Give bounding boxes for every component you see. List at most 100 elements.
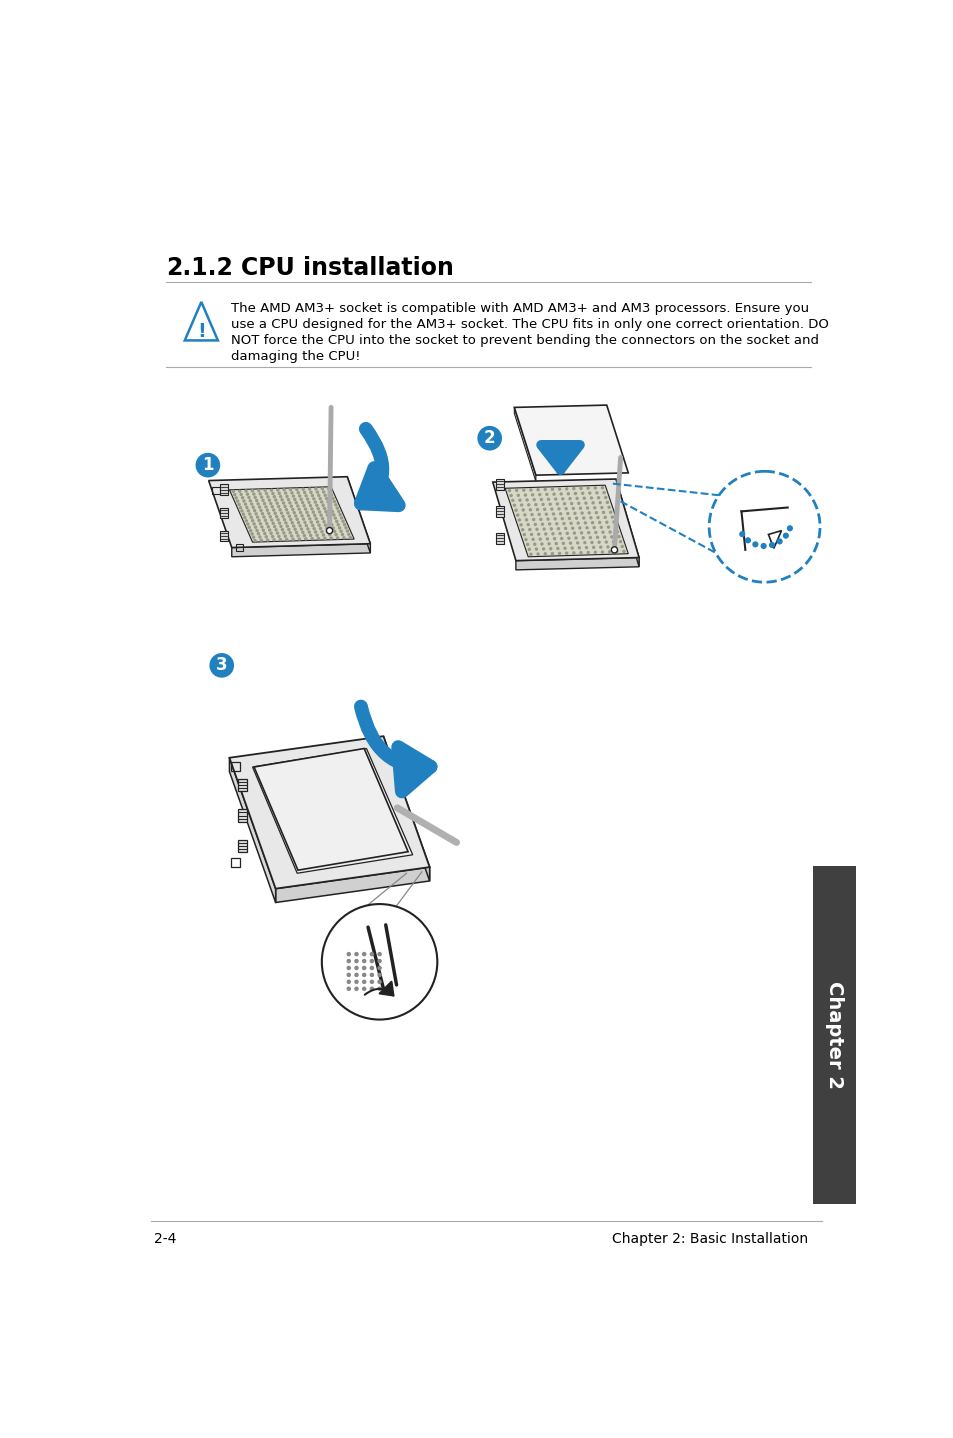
Circle shape: [620, 545, 622, 548]
Polygon shape: [275, 867, 429, 903]
Circle shape: [324, 495, 326, 496]
Circle shape: [600, 506, 602, 509]
Circle shape: [272, 492, 274, 495]
Polygon shape: [253, 749, 413, 873]
Circle shape: [534, 523, 536, 525]
Circle shape: [609, 531, 611, 533]
Bar: [220, 531, 228, 541]
Circle shape: [603, 516, 605, 518]
Circle shape: [286, 538, 288, 541]
Circle shape: [362, 952, 365, 956]
Circle shape: [243, 500, 245, 502]
Circle shape: [588, 512, 590, 513]
Circle shape: [590, 498, 592, 499]
Circle shape: [345, 526, 347, 529]
Circle shape: [257, 503, 259, 505]
Circle shape: [543, 489, 546, 490]
Circle shape: [377, 966, 381, 969]
Circle shape: [284, 505, 286, 508]
Polygon shape: [493, 479, 639, 561]
Circle shape: [592, 502, 594, 503]
Circle shape: [244, 503, 246, 505]
Text: 2.1.2: 2.1.2: [166, 256, 233, 280]
Circle shape: [568, 498, 571, 499]
Circle shape: [615, 551, 618, 552]
Circle shape: [318, 510, 320, 513]
Circle shape: [544, 533, 546, 535]
Circle shape: [589, 516, 591, 519]
Circle shape: [603, 536, 605, 538]
Circle shape: [328, 503, 330, 506]
Polygon shape: [516, 558, 639, 569]
Circle shape: [336, 523, 339, 526]
Circle shape: [529, 489, 532, 490]
Circle shape: [752, 541, 758, 548]
Circle shape: [268, 499, 270, 502]
Circle shape: [270, 502, 272, 505]
Text: 3: 3: [215, 656, 228, 674]
Circle shape: [276, 519, 279, 521]
Circle shape: [370, 959, 373, 962]
Text: CPU installation: CPU installation: [241, 256, 454, 280]
Circle shape: [290, 505, 292, 508]
Bar: [237, 778, 247, 791]
Circle shape: [276, 502, 278, 505]
Circle shape: [264, 519, 266, 521]
Circle shape: [253, 539, 255, 542]
Circle shape: [362, 974, 365, 976]
Circle shape: [245, 490, 247, 492]
Circle shape: [570, 502, 572, 505]
Circle shape: [329, 533, 331, 536]
Circle shape: [292, 495, 294, 498]
Circle shape: [251, 533, 253, 535]
Circle shape: [558, 532, 560, 535]
Circle shape: [292, 509, 294, 510]
Circle shape: [600, 486, 603, 489]
Circle shape: [538, 538, 540, 541]
Circle shape: [362, 959, 365, 962]
Circle shape: [567, 538, 569, 539]
Circle shape: [582, 518, 584, 519]
Circle shape: [308, 531, 310, 533]
Circle shape: [355, 959, 357, 962]
Circle shape: [268, 512, 270, 515]
Circle shape: [322, 505, 324, 506]
Text: NOT force the CPU into the socket to prevent bending the connectors on the socke: NOT force the CPU into the socket to pre…: [231, 334, 818, 347]
Circle shape: [577, 542, 578, 544]
Text: The AMD AM3+ socket is compatible with AMD AM3+ and AM3 processors. Ensure you: The AMD AM3+ socket is compatible with A…: [231, 302, 808, 315]
Circle shape: [279, 509, 281, 510]
Circle shape: [338, 526, 340, 529]
Circle shape: [585, 526, 587, 529]
Circle shape: [298, 538, 300, 541]
Circle shape: [521, 529, 523, 531]
Circle shape: [593, 526, 595, 529]
Circle shape: [294, 499, 295, 500]
Circle shape: [525, 519, 527, 521]
Circle shape: [584, 502, 586, 505]
Circle shape: [301, 502, 303, 503]
Circle shape: [320, 515, 322, 516]
Bar: [496, 506, 503, 516]
Circle shape: [303, 535, 305, 536]
Circle shape: [274, 529, 276, 531]
Circle shape: [285, 522, 287, 523]
Circle shape: [611, 516, 613, 518]
Circle shape: [567, 493, 569, 495]
Bar: [231, 858, 240, 867]
Circle shape: [537, 489, 538, 490]
Circle shape: [549, 548, 551, 549]
Circle shape: [602, 492, 604, 493]
Circle shape: [377, 981, 381, 984]
Bar: [496, 479, 503, 490]
Polygon shape: [347, 477, 370, 554]
Bar: [235, 544, 243, 551]
Circle shape: [606, 502, 608, 503]
Circle shape: [274, 525, 275, 528]
Circle shape: [254, 526, 256, 528]
Circle shape: [261, 513, 263, 515]
Circle shape: [293, 512, 294, 513]
Circle shape: [279, 539, 281, 541]
Circle shape: [329, 490, 331, 493]
Circle shape: [342, 521, 344, 522]
Circle shape: [587, 532, 589, 533]
